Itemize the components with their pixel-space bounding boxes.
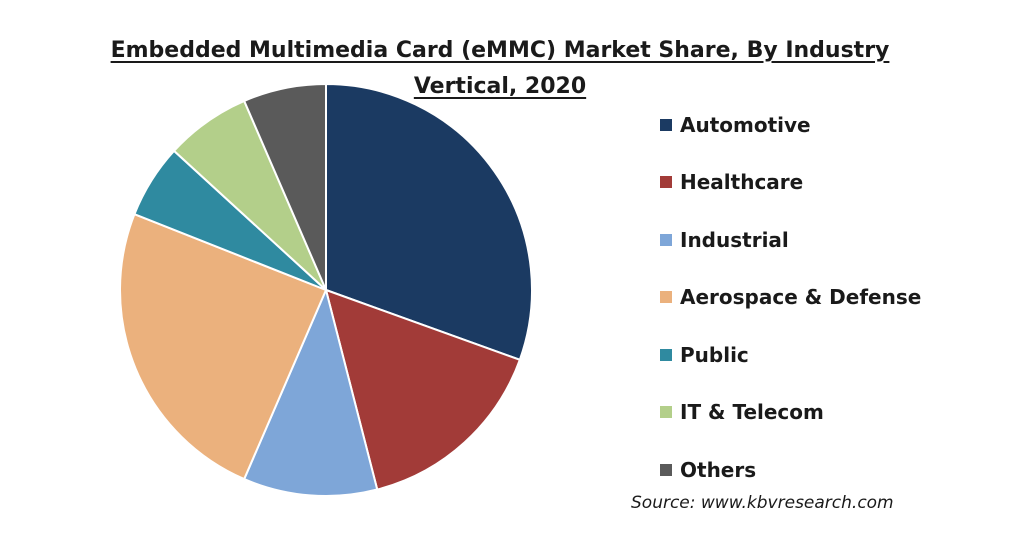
source-note: Source: www.kbvresearch.com <box>631 493 894 513</box>
chart-title: Embedded Multimedia Card (eMMC) Market S… <box>110 38 890 99</box>
legend-item-healthcare: Healthcare <box>660 154 921 212</box>
legend-label: Healthcare <box>680 170 804 195</box>
pie-slice-industrial <box>242 286 379 497</box>
pie-slice-aerospace-and-defense <box>119 212 328 481</box>
legend-label: Aerospace & Defense <box>680 285 922 310</box>
legend-item-aerospace-and-defense: Aerospace & Defense <box>660 269 921 327</box>
legend-swatch <box>660 406 672 419</box>
legend-item-it-and-telecom: IT & Telecom <box>660 384 921 442</box>
legend-swatch <box>660 118 672 131</box>
legend-item-others: Others <box>660 441 921 499</box>
pie-slice-others <box>242 82 327 291</box>
pie-slice-healthcare <box>324 288 522 491</box>
legend-item-industrial: Industrial <box>660 211 921 269</box>
pie-slice-automotive <box>325 82 533 362</box>
legend-swatch <box>660 233 672 246</box>
chart-legend: Automotive Healthcare Industrial Aerospace … <box>660 96 921 499</box>
legend-item-public: Public <box>660 326 921 384</box>
legend-swatch <box>660 463 672 476</box>
legend-label: Industrial <box>680 227 789 252</box>
legend-swatch <box>660 176 672 189</box>
legend-item-automotive: Automotive <box>660 96 921 154</box>
legend-swatch <box>660 291 672 304</box>
legend-label: Public <box>680 342 749 367</box>
legend-label: IT & Telecom <box>680 400 824 425</box>
legend-label: Automotive <box>680 112 811 137</box>
legend-label: Others <box>680 457 757 482</box>
legend-swatch <box>660 348 672 361</box>
